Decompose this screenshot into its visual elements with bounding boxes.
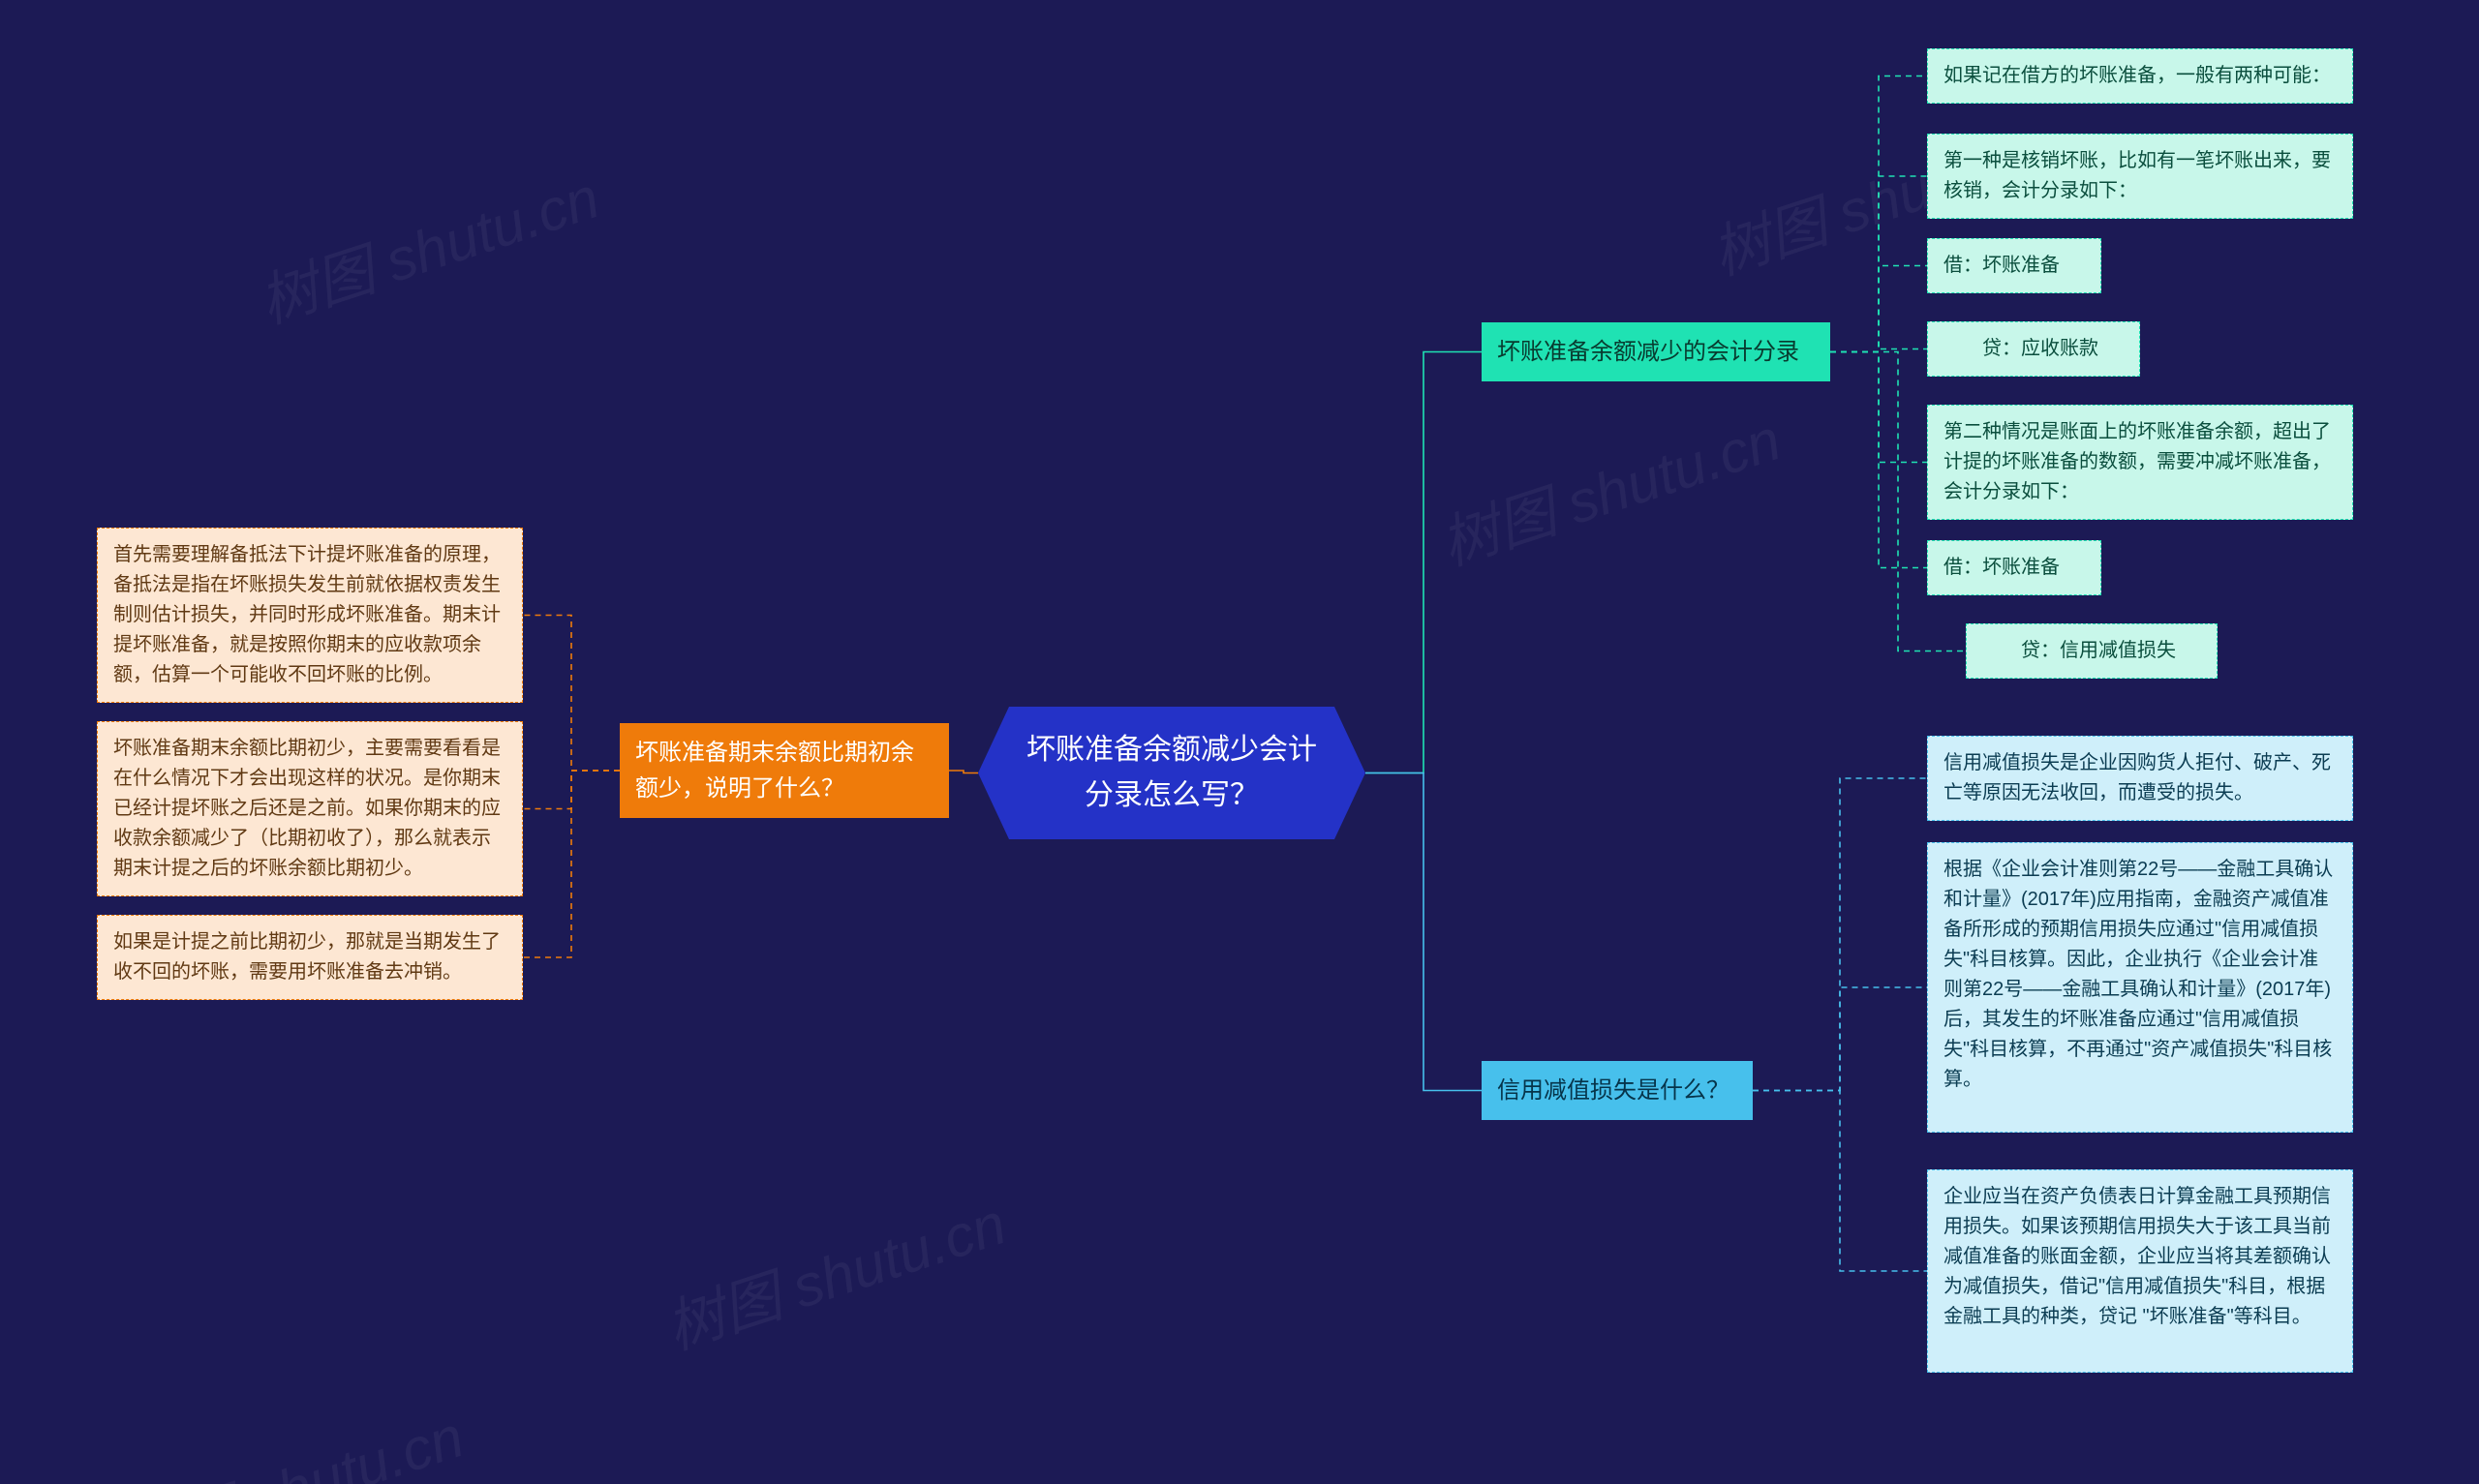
watermark: 树图 shutu.cn — [111, 1390, 473, 1484]
leaf-rt-1: 第一种是核销坏账，比如有一笔坏账出来，要核销，会计分录如下： — [1927, 134, 2353, 219]
watermark: 树图 shutu.cn — [1428, 393, 1790, 582]
branch-right-top: 坏账准备余额减少的会计分录 — [1482, 322, 1830, 381]
leaf-rt-6: 贷：信用减值损失 — [1966, 623, 2218, 679]
leaf-rb-1: 根据《企业会计准则第22号——金融工具确认和计量》(2017年)应用指南，金融资… — [1927, 842, 2353, 1133]
leaf-rb-0: 信用减值损失是企业因购货人拒付、破产、死亡等原因无法收回，而遭受的损失。 — [1927, 736, 2353, 821]
mindmap-canvas: 树图 shutu.cn 树图 shutu.cn 树图 shutu.cn 树图 s… — [0, 0, 2479, 1484]
leaf-rb-2: 企业应当在资产负债表日计算金融工具预期信用损失。如果该预期信用损失大于该工具当前… — [1927, 1169, 2353, 1373]
leaf-rt-3: 贷：应收账款 — [1927, 321, 2140, 377]
watermark: 树图 shutu.cn — [247, 151, 608, 340]
leaf-left-0: 首先需要理解备抵法下计提坏账准备的原理，备抵法是指在坏账损失发生前就依据权责发生… — [97, 528, 523, 703]
branch-right-bottom: 信用减值损失是什么？ — [1482, 1061, 1753, 1120]
branch-left: 坏账准备期末余额比期初余额少，说明了什么？ — [620, 723, 949, 818]
watermark: 树图 shutu.cn — [654, 1177, 1015, 1366]
leaf-rt-2: 借：坏账准备 — [1927, 238, 2101, 293]
leaf-rt-5: 借：坏账准备 — [1927, 540, 2101, 595]
leaf-rt-4: 第二种情况是账面上的坏账准备余额，超出了计提的坏账准备的数额，需要冲减坏账准备，… — [1927, 405, 2353, 520]
leaf-left-1: 坏账准备期末余额比期初少，主要需要看看是在什么情况下才会出现这样的状况。是你期末… — [97, 721, 523, 896]
leaf-left-2: 如果是计提之前比期初少，那就是当期发生了收不回的坏账，需要用坏账准备去冲销。 — [97, 915, 523, 1000]
root-node: 坏账准备余额减少会计分录怎么写？ — [978, 707, 1365, 839]
leaf-rt-0: 如果记在借方的坏账准备，一般有两种可能： — [1927, 48, 2353, 104]
